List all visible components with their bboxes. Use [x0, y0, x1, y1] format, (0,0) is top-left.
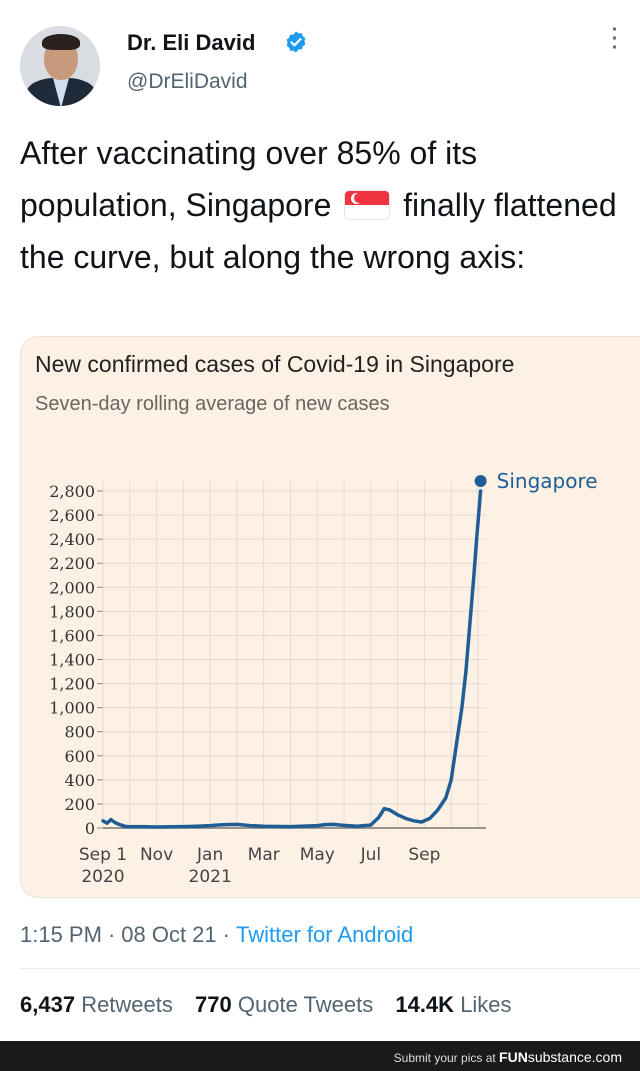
tweet-stats: 6,437 Retweets 770 Quote Tweets 14.4K Li…	[20, 992, 528, 1018]
singapore-flag-icon	[344, 190, 391, 220]
x-tick-sublabel: 2021	[189, 867, 232, 887]
x-tick-label: Jul	[360, 845, 382, 865]
x-tick-label: Sep 1	[79, 845, 127, 865]
y-tick-label: 2,400	[49, 530, 95, 549]
tweet-date[interactable]: 08 Oct 21	[121, 922, 217, 947]
retweets-stat[interactable]: 6,437 Retweets	[20, 992, 173, 1017]
series-line-singapore	[101, 489, 483, 829]
x-tick-label: Jan	[196, 845, 223, 865]
y-tick-label: 2,600	[49, 506, 95, 525]
y-tick-label: 1,000	[49, 699, 95, 718]
chart-subtitle: Seven-day rolling average of new cases	[35, 393, 390, 415]
y-tick-label: 0	[85, 819, 95, 838]
y-tick-label: 1,200	[49, 675, 95, 694]
author-handle[interactable]: @DrEliDavid	[127, 70, 248, 93]
x-tick-sublabel: 2020	[81, 867, 124, 887]
x-tick-label: Sep	[408, 845, 440, 865]
chart-card[interactable]: New confirmed cases of Covid-19 in Singa…	[20, 336, 640, 898]
y-tick-label: 600	[64, 747, 95, 766]
tweet-time[interactable]: 1:15 PM	[20, 922, 102, 947]
tweet-text: After vaccinating over 85% of its popula…	[20, 127, 620, 283]
tweet-text-part-1: After vaccinating over 85% of its popula…	[20, 135, 478, 223]
y-tick-label: 2,800	[49, 482, 95, 501]
avatar[interactable]	[20, 26, 100, 106]
tweet-source-link[interactable]: Twitter for Android	[235, 922, 414, 947]
y-tick-label: 2,200	[49, 554, 95, 573]
more-options-icon[interactable]: ⋮	[601, 22, 629, 52]
watermark-footer: Submit your pics at FUNsubstance.com	[0, 1041, 640, 1071]
tweet-meta: 1:15 PM · 08 Oct 21 · Twitter for Android	[20, 922, 414, 947]
author-name[interactable]: Dr. Eli David	[127, 30, 256, 55]
watermark-text: Submit your pics at FUNsubstance.com	[393, 1049, 622, 1065]
y-tick-label: 1,400	[49, 651, 95, 670]
chart-title: New confirmed cases of Covid-19 in Singa…	[35, 351, 515, 377]
series-label-singapore: Singapore	[497, 469, 598, 493]
x-tick-label: Mar	[248, 845, 280, 865]
y-tick-label: 1,800	[49, 602, 95, 621]
tweet-header: Dr. Eli David @DrEliDavid ⋮	[0, 0, 640, 120]
y-tick-label: 200	[64, 795, 95, 814]
quote-tweets-stat[interactable]: 770 Quote Tweets	[195, 992, 374, 1017]
verified-badge-icon	[286, 31, 306, 53]
tweet-text-part-2: finally flattened the curve, but along t…	[20, 187, 617, 275]
series-endpoint-dot	[474, 475, 487, 487]
y-tick-label: 1,600	[49, 626, 95, 645]
x-tick-label: May	[300, 845, 335, 865]
covid-cases-chart: 0 200 400 600 800 1,000 1,200 1,400 1,600 1,800 2,…	[49, 469, 598, 887]
likes-stat[interactable]: 14.4K Likes	[395, 992, 512, 1017]
watermark-brand: FUNsubstance.com	[499, 1049, 622, 1065]
avatar-hair	[42, 34, 80, 50]
x-tick-label: Nov	[140, 845, 173, 865]
y-tick-label: 800	[64, 723, 95, 742]
divider	[20, 968, 640, 969]
y-tick-label: 2,000	[49, 578, 95, 597]
y-tick-label: 400	[64, 771, 95, 790]
